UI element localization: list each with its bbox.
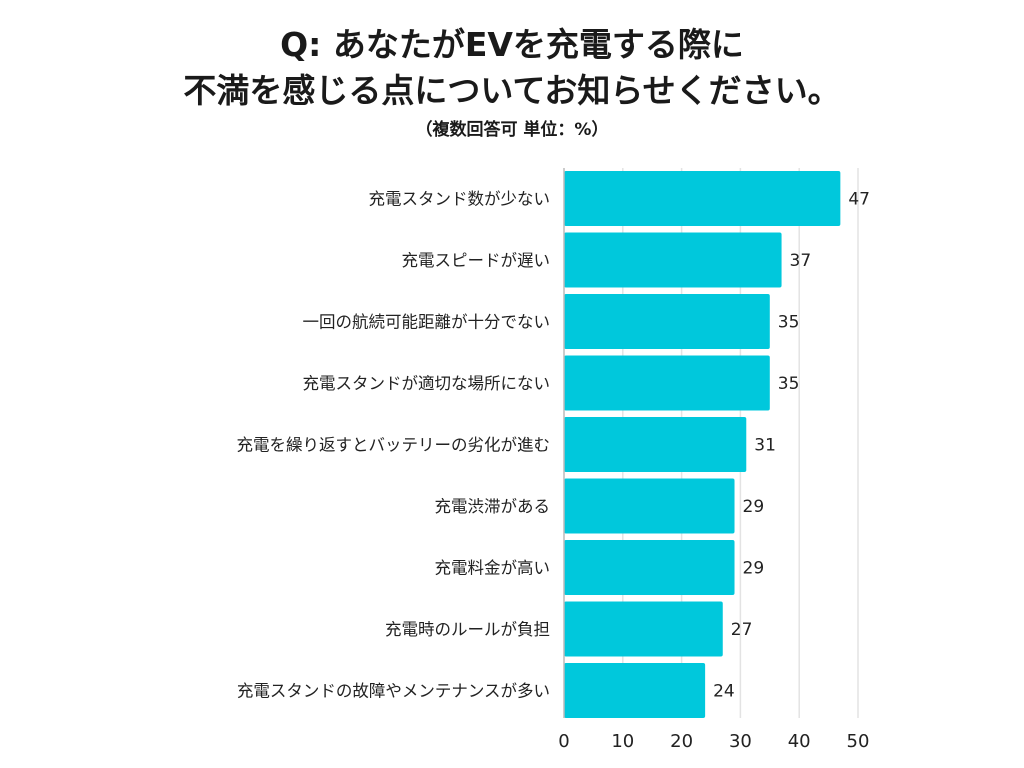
category-label-1: 充電スピードが遅い xyxy=(402,251,551,270)
category-label-7: 充電時のルールが負担 xyxy=(385,620,550,639)
value-label-4: 31 xyxy=(754,436,776,456)
bar-3 xyxy=(564,355,770,411)
chart-title-line-1: Q: あなたがEVを充電する際に xyxy=(280,25,744,64)
category-label-6: 充電料金が高い xyxy=(435,559,551,578)
chart-title-block: Q: あなたがEVを充電する際に 不満を感じる点についてお知らせください。 （複… xyxy=(0,22,1024,142)
value-label-7: 27 xyxy=(731,620,753,640)
chart-subtitle: （複数回答可 単位：%） xyxy=(415,120,609,140)
bar-8 xyxy=(564,663,706,718)
x-tick-label-10: 10 xyxy=(611,731,634,752)
value-label-5: 29 xyxy=(743,497,765,517)
bar-7 xyxy=(564,601,723,657)
value-label-3: 35 xyxy=(778,374,800,394)
value-label-8: 24 xyxy=(713,682,735,702)
value-label-6: 29 xyxy=(743,559,765,579)
category-label-5: 充電渋滞がある xyxy=(435,497,551,516)
x-tick-label-50: 50 xyxy=(847,731,870,752)
bar-0 xyxy=(564,171,841,226)
value-label-0: 47 xyxy=(848,190,870,210)
chart-title-line-2: 不満を感じる点についてお知らせください。 xyxy=(183,71,841,110)
category-label-4: 充電を繰り返すとバッテリーの劣化が進む xyxy=(237,436,551,455)
x-tick-label-20: 20 xyxy=(670,731,693,752)
category-label-0: 充電スタンド数が少ない xyxy=(369,190,551,209)
bar-4 xyxy=(564,417,747,472)
bar-6 xyxy=(564,540,735,595)
x-tick-label-40: 40 xyxy=(788,731,811,752)
x-tick-label-30: 30 xyxy=(729,731,752,752)
category-label-8: 充電スタンドの故障やメンテナンスが多い xyxy=(237,682,550,701)
bar-5 xyxy=(564,478,735,534)
bar-1 xyxy=(564,232,782,288)
category-label-2: 一回の航続可能距離が十分でない xyxy=(303,313,551,332)
value-label-2: 35 xyxy=(778,313,800,333)
bar-2 xyxy=(564,294,770,349)
category-label-3: 充電スタンドが適切な場所にない xyxy=(303,374,551,393)
value-label-1: 37 xyxy=(790,251,812,271)
x-tick-label-0: 0 xyxy=(558,731,569,752)
